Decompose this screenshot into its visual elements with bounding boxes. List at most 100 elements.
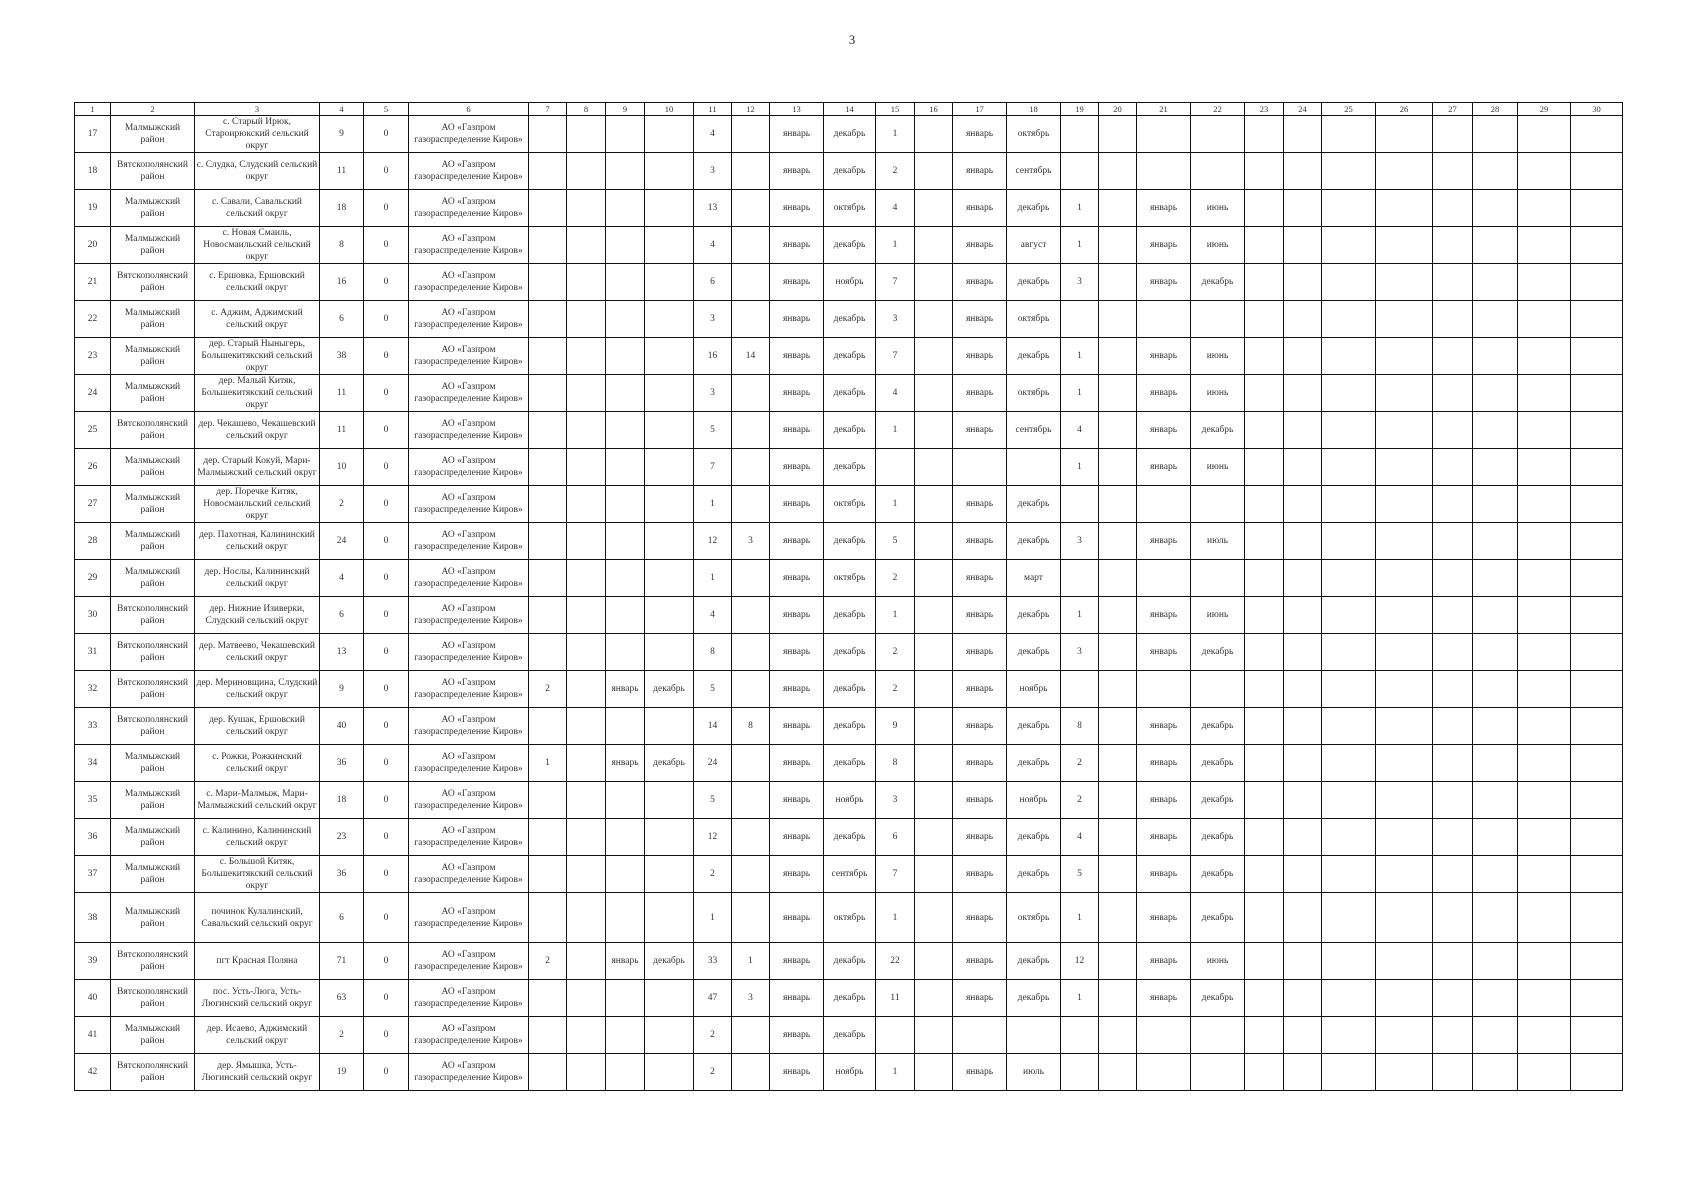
table-cell: [1244, 374, 1284, 412]
table-cell: [1432, 744, 1473, 782]
table-cell: [1321, 892, 1376, 943]
table-cell: январь: [1136, 596, 1191, 634]
table-cell: [644, 485, 694, 523]
table-cell: 2: [1060, 781, 1099, 819]
table-cell: [1375, 337, 1433, 375]
table-cell: январь: [769, 559, 824, 597]
table-cell: [1570, 744, 1623, 782]
table-cell: 12: [1060, 942, 1099, 980]
table-cell: [1321, 707, 1376, 745]
table-cell: 0: [363, 559, 409, 597]
table-cell: январь: [952, 633, 1007, 671]
table-cell: [1432, 707, 1473, 745]
table-cell: [528, 781, 567, 819]
table-cell: пос. Усть-Люга, Усть-Люгинский сельский …: [194, 979, 320, 1017]
table-cell: [1098, 744, 1137, 782]
table-cell: [1244, 942, 1284, 980]
table-cell: 2: [875, 670, 915, 708]
table-cell: январь: [1136, 892, 1191, 943]
table-cell: [1190, 115, 1245, 153]
table-cell: [644, 152, 694, 190]
table-cell: [1375, 152, 1433, 190]
table-row: 21 Вятскополянский район с. Ершовка, Ершов…: [74, 263, 1623, 301]
table-cell: 3: [693, 374, 732, 412]
table-cell: октябрь: [1006, 892, 1061, 943]
table-cell: 0: [363, 596, 409, 634]
table-cell: 0: [363, 411, 409, 449]
table-cell: [644, 1053, 694, 1091]
table-cell: дер. Чекашево, Чекашевский сельский окру…: [194, 411, 320, 449]
table-cell: Вятскополянский район: [110, 942, 195, 980]
table-cell: [644, 226, 694, 264]
table-cell: ноябрь: [823, 1053, 876, 1091]
table-cell: 5: [1060, 855, 1099, 893]
table-cell: дер. Матвеево, Чекашевский сельский окру…: [194, 633, 320, 671]
table-cell: [528, 226, 567, 264]
table-cell: [1375, 670, 1433, 708]
table-cell: [566, 226, 606, 264]
table-cell: [605, 485, 645, 523]
table-cell: [1570, 522, 1623, 560]
table-cell: [528, 707, 567, 745]
table-cell: [914, 263, 953, 301]
column-number-header: 27: [1432, 102, 1473, 116]
table-cell: [914, 559, 953, 597]
table-cell: [644, 559, 694, 597]
table-cell: январь: [952, 522, 1007, 560]
table-cell: [605, 448, 645, 486]
table-row: 22 Малмыжский район с. Аджим, Аджимский се…: [74, 300, 1623, 338]
table-cell: [1432, 855, 1473, 893]
table-cell: [644, 448, 694, 486]
table-cell: октябрь: [823, 559, 876, 597]
table-cell: 11: [319, 411, 364, 449]
table-cell: [566, 115, 606, 153]
table-cell: 5: [875, 522, 915, 560]
table-cell: 2: [1060, 744, 1099, 782]
table-cell: январь: [769, 115, 824, 153]
table-cell: Вятскополянский район: [110, 633, 195, 671]
table-cell: [1432, 522, 1473, 560]
table-cell: январь: [769, 942, 824, 980]
table-cell: [1098, 374, 1137, 412]
table-row: 42 Вятскополянский район дер. Ямышка, Усть…: [74, 1053, 1623, 1091]
table-cell: [605, 522, 645, 560]
table-cell: 13: [693, 189, 732, 227]
table-cell: [1283, 707, 1322, 745]
table-cell: [644, 781, 694, 819]
table-cell: Малмыжский район: [110, 300, 195, 338]
table-cell: [1244, 1016, 1284, 1054]
table-cell: сентябрь: [1006, 152, 1061, 190]
table-cell: дер. Старый Ныныгерь, Большекитякский се…: [194, 337, 320, 375]
table-cell: [731, 115, 770, 153]
table-cell: [1517, 448, 1571, 486]
table-cell: январь: [1136, 633, 1191, 671]
table-cell: октябрь: [823, 892, 876, 943]
table-cell: [605, 818, 645, 856]
column-number-header: 1: [74, 102, 111, 116]
table-cell: [644, 300, 694, 338]
table-cell: [1321, 263, 1376, 301]
table-cell: [1570, 781, 1623, 819]
table-cell: [1244, 670, 1284, 708]
table-cell: [1283, 522, 1322, 560]
table-cell: АО «Газпром газораспределение Киров»: [408, 374, 529, 412]
table-cell: январь: [952, 337, 1007, 375]
table-cell: [1098, 263, 1137, 301]
table-cell: [1432, 1016, 1473, 1054]
table-cell: АО «Газпром газораспределение Киров»: [408, 559, 529, 597]
table-cell: [1472, 263, 1518, 301]
table-cell: январь: [952, 744, 1007, 782]
table-cell: [528, 411, 567, 449]
table-cell: дер. Кушак, Ершовский сельский округ: [194, 707, 320, 745]
table-cell: [1283, 596, 1322, 634]
table-cell: дер. Пахотная, Калининский сельский окру…: [194, 522, 320, 560]
table-cell: [1570, 226, 1623, 264]
table-cell: 18: [319, 781, 364, 819]
table-cell: [1283, 942, 1322, 980]
table-cell: [1375, 226, 1433, 264]
column-number-header: 14: [823, 102, 876, 116]
table-cell: Вятскополянский район: [110, 707, 195, 745]
table-cell: январь: [952, 979, 1007, 1017]
table-cell: Малмыжский район: [110, 226, 195, 264]
table-cell: 3: [875, 781, 915, 819]
